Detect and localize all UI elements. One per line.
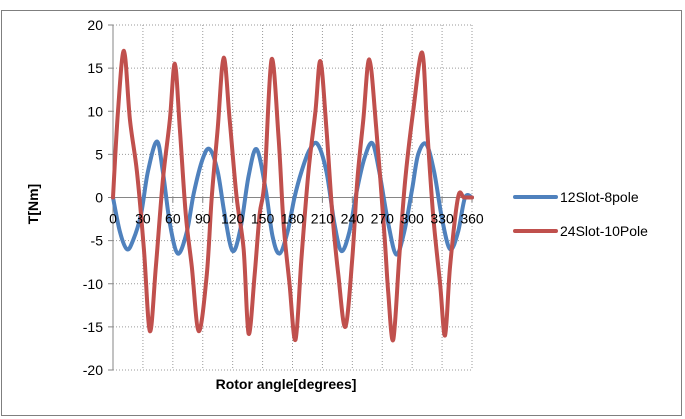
y-tick-label: 20 [87, 17, 103, 33]
x-tick-label: 240 [341, 211, 365, 227]
y-tick-label: 10 [87, 103, 103, 119]
series-line-24slot-10pole [111, 48, 474, 343]
x-tick-label: 150 [251, 211, 275, 227]
legend: 12Slot-8pole 24Slot-10Pole [513, 189, 648, 239]
series-layer [111, 48, 474, 343]
y-axis-title: T[Nm] [25, 184, 41, 224]
tick-labels-layer: -20 -15 -10 -5 0 5 10 15 20 0 30 60 90 120 150 180 210 24… [83, 17, 484, 378]
x-tick-label: 270 [371, 211, 395, 227]
x-tick-label: 120 [221, 211, 245, 227]
y-tick-label: -5 [91, 233, 104, 249]
x-tick-label: 30 [135, 211, 151, 227]
x-tick-label: 0 [109, 211, 117, 227]
y-tick-label: 0 [95, 190, 103, 206]
x-tick-label: 330 [430, 211, 454, 227]
y-tick-label: -20 [83, 362, 103, 378]
legend-label-24slot-10pole: 24Slot-10Pole [560, 223, 648, 239]
y-tick-label: -15 [83, 319, 103, 335]
x-tick-label: 300 [400, 211, 424, 227]
y-tick-label: 15 [87, 60, 103, 76]
x-tick-label: 180 [281, 211, 305, 227]
y-tick-label: 5 [95, 146, 103, 162]
x-tick-label: 360 [460, 211, 484, 227]
legend-label-12slot-8pole: 12Slot-8pole [560, 189, 639, 205]
x-tick-label: 90 [195, 211, 211, 227]
series-line-12slot-8pole [111, 139, 474, 257]
y-tick-label: -10 [83, 276, 103, 292]
x-tick-label: 210 [311, 211, 335, 227]
x-axis-title: Rotor angle[degrees] [216, 376, 357, 392]
x-tick-label: 60 [165, 211, 181, 227]
